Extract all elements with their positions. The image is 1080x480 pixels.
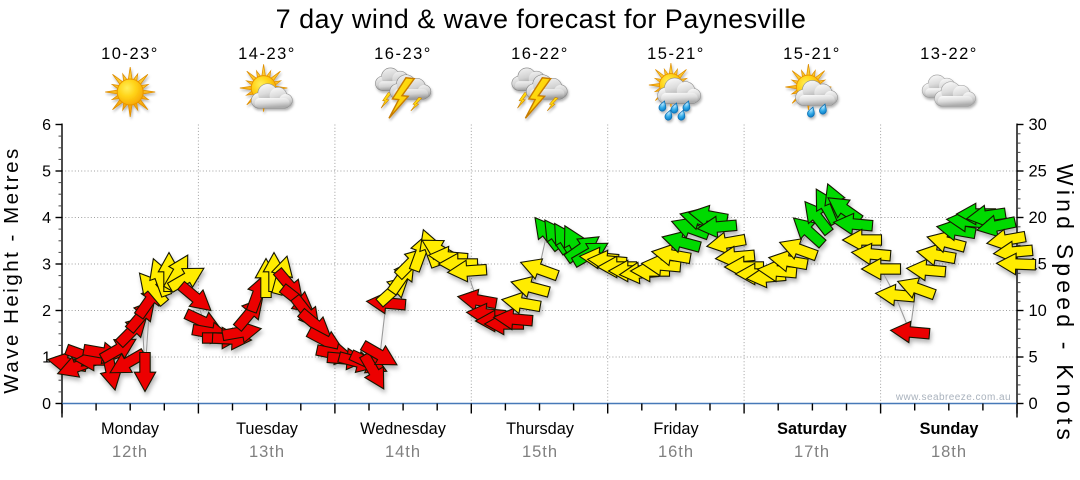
svg-text:5: 5 [1029, 349, 1038, 367]
svg-text:Friday: Friday [653, 420, 699, 438]
svg-text:Wave Height - Metres: Wave Height - Metres [0, 146, 23, 393]
svg-text:14th: 14th [385, 443, 421, 461]
svg-text:Tuesday: Tuesday [236, 420, 299, 438]
svg-text:Wednesday: Wednesday [360, 420, 447, 438]
svg-text:20: 20 [1029, 209, 1047, 227]
svg-text:10: 10 [1029, 302, 1047, 320]
svg-text:7 day wind & wave forecast for: 7 day wind & wave forecast for Paynesvil… [276, 4, 807, 34]
svg-text:13-22°: 13-22° [920, 45, 978, 63]
svg-text:4: 4 [42, 210, 51, 227]
svg-text:30: 30 [1029, 116, 1047, 134]
svg-text:15-21°: 15-21° [783, 45, 841, 63]
svg-text:17th: 17th [794, 443, 830, 461]
svg-text:Sunday: Sunday [920, 420, 979, 438]
svg-text:Thursday: Thursday [506, 420, 575, 438]
svg-text:15th: 15th [522, 443, 558, 461]
svg-text:16-23°: 16-23° [374, 45, 432, 63]
svg-text:13th: 13th [249, 443, 285, 461]
svg-text:www.seabreeze.com.au: www.seabreeze.com.au [895, 392, 1011, 403]
svg-text:14-23°: 14-23° [238, 45, 296, 63]
svg-text:15-21°: 15-21° [647, 45, 705, 63]
svg-text:1: 1 [42, 350, 51, 367]
svg-text:12th: 12th [112, 443, 148, 461]
svg-text:3: 3 [42, 257, 51, 274]
svg-text:0: 0 [1029, 395, 1038, 413]
svg-text:16th: 16th [658, 443, 694, 461]
svg-text:10-23°: 10-23° [101, 45, 159, 63]
svg-text:2: 2 [42, 303, 51, 320]
svg-text:18th: 18th [931, 443, 967, 461]
svg-text:5: 5 [42, 164, 51, 181]
svg-text:6: 6 [42, 117, 51, 134]
svg-text:16-22°: 16-22° [511, 45, 569, 63]
svg-text:Monday: Monday [101, 420, 160, 438]
svg-text:Saturday: Saturday [777, 420, 847, 438]
svg-text:25: 25 [1029, 163, 1047, 181]
svg-text:0: 0 [42, 396, 51, 413]
svg-text:Wind Speed - Knots: Wind Speed - Knots [1052, 164, 1078, 444]
